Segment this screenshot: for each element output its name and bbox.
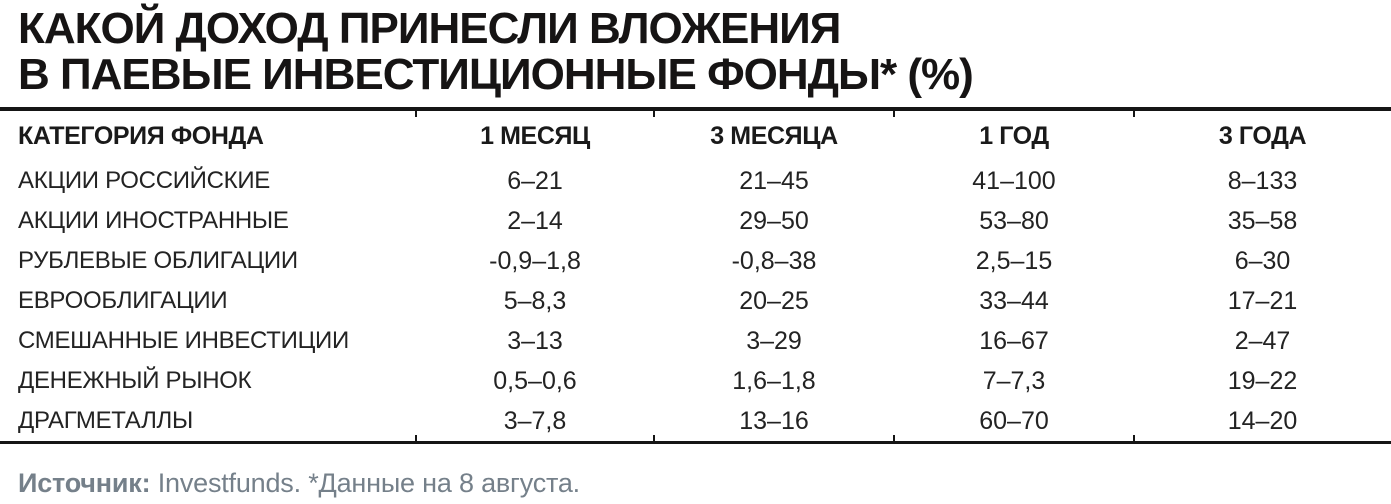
table-row: ДРАГМЕТАЛЛЫ 3–7,8 13–16 60–70 14–20 bbox=[0, 401, 1391, 441]
title-line-2: В ПАЕВЫЕ ИНВЕСТИЦИОННЫЕ ФОНДЫ* (%) bbox=[18, 50, 974, 100]
row-value: 60–70 bbox=[979, 406, 1049, 435]
table-row: АКЦИИ ИНОСТРАННЫЕ 2–14 29–50 53–80 35–58 bbox=[0, 201, 1391, 241]
row-value: 20–25 bbox=[739, 286, 809, 315]
row-value: 29–50 bbox=[739, 206, 809, 235]
returns-table: КАТЕГОРИЯ ФОНДА 1 МЕСЯЦ 3 МЕСЯЦА 1 ГОД 3… bbox=[0, 107, 1391, 445]
row-value: 2,5–15 bbox=[975, 246, 1053, 275]
row-value: 2–14 bbox=[507, 206, 563, 235]
row-value: 8–133 bbox=[1227, 166, 1298, 195]
row-value: 5–8,3 bbox=[503, 286, 567, 315]
row-value: 7–7,3 bbox=[982, 366, 1046, 395]
source-label: Источник: bbox=[18, 468, 151, 499]
table-row: СМЕШАННЫЕ ИНВЕСТИЦИИ 3–13 3–29 16–67 2–4… bbox=[0, 321, 1391, 361]
row-value: 33–44 bbox=[979, 286, 1049, 315]
row-value: -0,8–38 bbox=[731, 246, 817, 275]
row-value: 16–67 bbox=[979, 326, 1049, 355]
row-value: 35–58 bbox=[1227, 206, 1298, 235]
row-value: -0,9–1,8 bbox=[489, 246, 581, 275]
row-value: 14–20 bbox=[1227, 406, 1298, 435]
row-category: АКЦИИ ИНОСТРАННЫЕ bbox=[18, 207, 289, 235]
title-line-1: КАКОЙ ДОХОД ПРИНЕСЛИ ВЛОЖЕНИЯ bbox=[18, 4, 841, 53]
row-value: 2–47 bbox=[1234, 326, 1291, 355]
header-category: КАТЕГОРИЯ ФОНДА bbox=[18, 121, 264, 150]
row-value: 41–100 bbox=[972, 166, 1056, 195]
row-category: АКЦИИ РОССИЙСКИЕ bbox=[18, 167, 270, 195]
column-tick bbox=[653, 111, 655, 118]
column-tick bbox=[1133, 111, 1135, 118]
column-tick bbox=[893, 111, 895, 118]
row-category: ДЕНЕЖНЫЙ РЫНОК bbox=[18, 367, 252, 395]
column-tick bbox=[653, 435, 655, 442]
header-3-years: 3 ГОДА bbox=[1218, 121, 1307, 150]
row-category: СМЕШАННЫЕ ИНВЕСТИЦИИ bbox=[18, 327, 349, 355]
table-top-rule bbox=[0, 107, 1391, 112]
table-row: АКЦИИ РОССИЙСКИЕ 6–21 21–45 41–100 8–133 bbox=[0, 161, 1391, 201]
row-value: 3–13 bbox=[507, 326, 563, 355]
row-value: 53–80 bbox=[979, 206, 1049, 235]
row-value: 19–22 bbox=[1227, 366, 1298, 395]
table-row: ДЕНЕЖНЫЙ РЫНОК 0,5–0,6 1,6–1,8 7–7,3 19–… bbox=[0, 361, 1391, 401]
header-1-year: 1 ГОД bbox=[979, 121, 1049, 150]
row-value: 13–16 bbox=[739, 406, 809, 435]
table-row: ЕВРООБЛИГАЦИИ 5–8,3 20–25 33–44 17–21 bbox=[0, 281, 1391, 321]
row-value: 0,5–0,6 bbox=[493, 366, 577, 395]
row-value: 3–29 bbox=[746, 326, 802, 355]
source-text: Investfunds. *Данные на 8 августа. bbox=[150, 468, 580, 499]
row-value: 6–30 bbox=[1234, 246, 1291, 275]
row-category: ЕВРООБЛИГАЦИИ bbox=[18, 287, 228, 315]
column-tick bbox=[415, 111, 417, 118]
row-value: 6–21 bbox=[507, 166, 563, 195]
row-category: РУБЛЕВЫЕ ОБЛИГАЦИИ bbox=[18, 247, 298, 275]
chart-title: КАКОЙ ДОХОД ПРИНЕСЛИ ВЛОЖЕНИЯ В ПАЕВЫЕ И… bbox=[18, 4, 1391, 100]
table-bottom-rule bbox=[0, 441, 1391, 445]
row-value: 17–21 bbox=[1227, 286, 1298, 315]
source-line: Источник: Investfunds. *Данные на 8 авгу… bbox=[18, 468, 1391, 499]
row-value: 3–7,8 bbox=[503, 406, 567, 435]
row-category: ДРАГМЕТАЛЛЫ bbox=[18, 407, 193, 435]
table-header-row: КАТЕГОРИЯ ФОНДА 1 МЕСЯЦ 3 МЕСЯЦА 1 ГОД 3… bbox=[0, 111, 1391, 161]
column-tick bbox=[893, 435, 895, 442]
column-tick bbox=[415, 435, 417, 442]
row-value: 1,6–1,8 bbox=[732, 366, 816, 395]
table-row: РУБЛЕВЫЕ ОБЛИГАЦИИ -0,9–1,8 -0,8–38 2,5–… bbox=[0, 241, 1391, 281]
row-value: 21–45 bbox=[739, 166, 809, 195]
column-tick bbox=[1133, 435, 1135, 442]
header-1-month: 1 МЕСЯЦ bbox=[480, 121, 590, 150]
header-3-months: 3 МЕСЯЦА bbox=[710, 121, 838, 150]
